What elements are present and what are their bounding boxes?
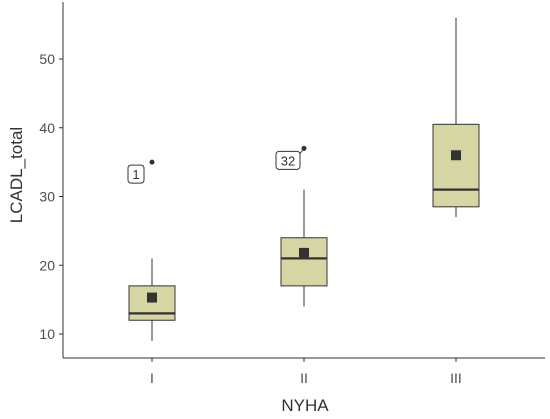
y-tick-label: 20 <box>39 257 55 273</box>
y-tick-label: 10 <box>39 326 55 342</box>
box-I <box>128 159 176 341</box>
boxes: 1 32 <box>127 17 480 341</box>
x-tick-label: I <box>150 370 154 386</box>
outlier-label-box <box>127 164 145 184</box>
mean-marker <box>299 247 309 258</box>
x-axis-title: NYHA <box>281 396 329 415</box>
mean-marker <box>451 150 461 161</box>
iqr-box <box>128 285 176 321</box>
mean-marker <box>147 292 157 303</box>
iqr-box <box>432 123 480 208</box>
outlier-label-1: 1 <box>127 164 145 184</box>
x-tick-label: III <box>450 370 462 386</box>
axes <box>59 2 545 362</box>
outlier-label-text: 1 <box>132 167 139 182</box>
x-tick-label: II <box>300 370 308 386</box>
iqr-box <box>280 237 328 287</box>
outlier-label-32: 32 <box>275 148 305 170</box>
y-axis-title: LCADL_total <box>7 127 26 223</box>
outlier-label-box <box>275 150 301 170</box>
y-tick-label: 50 <box>39 51 55 67</box>
y-tick-label: 30 <box>39 189 55 205</box>
outlier-point <box>149 159 155 165</box>
y-tick-label: 40 <box>39 120 55 136</box>
outlier-label-text: 32 <box>281 153 295 168</box>
box-III <box>432 17 480 218</box>
box-II <box>280 145 328 307</box>
